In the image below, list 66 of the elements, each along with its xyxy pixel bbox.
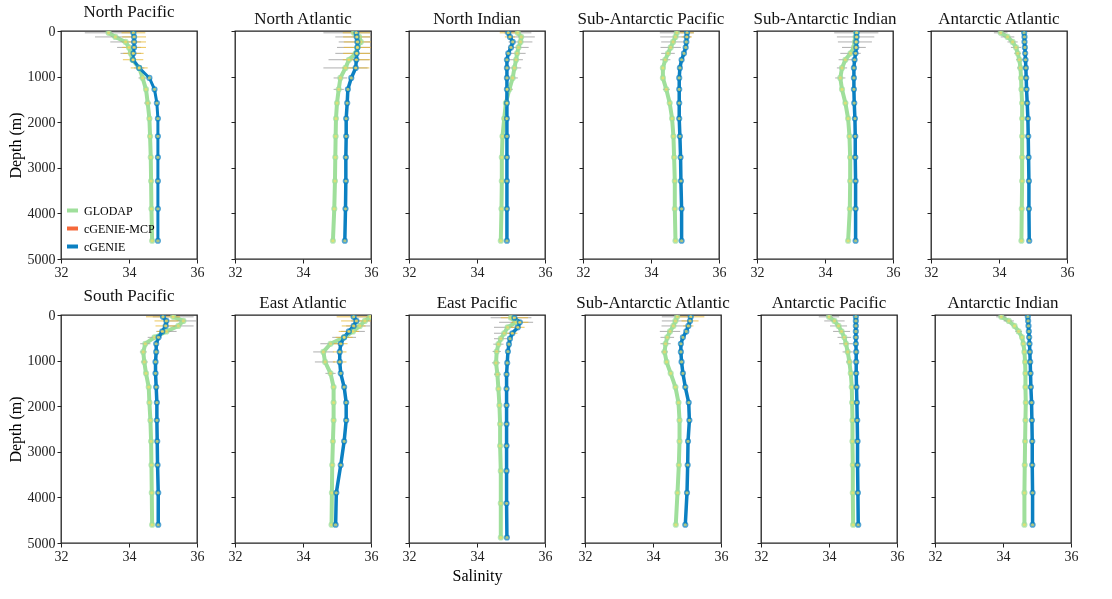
chart-title: East Pacific: [436, 292, 518, 312]
x-tick-label: 32: [402, 264, 417, 280]
chart-title: Sub-Antarctic Pacific: [577, 8, 725, 28]
legend-label: GLODAP: [84, 203, 133, 218]
chart-title: Antarctic Pacific: [771, 292, 887, 312]
y-axis-title: Depth (m): [6, 396, 25, 463]
x-tick-label: 34: [996, 548, 1011, 564]
x-tick-label: 36: [1064, 548, 1079, 564]
chart-title: North Atlantic: [254, 8, 353, 28]
x-tick-label: 32: [928, 548, 943, 564]
x-tick-label: 36: [364, 264, 379, 280]
x-tick-label: 34: [822, 548, 837, 564]
x-tick-label: 36: [1060, 264, 1075, 280]
x-tick-label: 34: [646, 548, 661, 564]
chart-title: South Pacific: [83, 286, 176, 305]
x-tick-label: 32: [576, 264, 591, 280]
chart-title: Antarctic Atlantic: [938, 8, 1061, 28]
x-tick-label: 32: [578, 548, 593, 564]
chart-title: Sub-Antarctic Atlantic: [576, 292, 731, 312]
x-tick-label: 36: [886, 264, 901, 280]
x-tick-label: 34: [122, 264, 137, 280]
x-tick-label: 32: [228, 264, 243, 280]
legend-label: cGENIE-MCP: [84, 221, 155, 236]
x-tick-label: 36: [712, 264, 727, 280]
x-tick-label: 32: [754, 548, 769, 564]
y-tick-label: 1000: [27, 69, 56, 85]
x-tick-label: 36: [890, 548, 905, 564]
y-tick-label: 4000: [27, 489, 56, 505]
x-tick-label: 34: [992, 264, 1007, 280]
x-tick-label: 34: [122, 548, 137, 564]
x-tick-label: 34: [470, 264, 485, 280]
x-tick-label: 36: [364, 548, 379, 564]
y-axis-title: Depth (m): [6, 112, 25, 179]
chart-title: Sub-Antarctic Indian: [753, 8, 898, 28]
x-tick-label: 32: [54, 548, 69, 564]
y-tick-label: 2000: [27, 398, 56, 414]
x-tick-label: 36: [538, 264, 553, 280]
x-tick-label: 36: [190, 548, 205, 564]
chart-title: East Atlantic: [259, 292, 348, 312]
chart-title: North Indian: [433, 8, 522, 28]
y-tick-label: 1000: [27, 353, 56, 369]
chart-title: North Pacific: [83, 2, 176, 21]
x-tick-label: 34: [470, 548, 485, 564]
y-tick-label: 2000: [27, 114, 56, 130]
x-tick-label: 32: [228, 548, 243, 564]
x-tick-label: 36: [190, 264, 205, 280]
x-tick-label: 34: [644, 264, 659, 280]
x-tick-label: 32: [924, 264, 939, 280]
chart-title: Antarctic Indian: [947, 292, 1059, 312]
y-tick-label: 5000: [27, 535, 56, 551]
x-tick-label: 32: [402, 548, 417, 564]
x-tick-label: 34: [296, 264, 311, 280]
x-tick-label: 32: [750, 264, 765, 280]
y-tick-label: 0: [48, 307, 56, 323]
x-tick-label: 32: [54, 264, 69, 280]
y-tick-label: 0: [48, 23, 56, 39]
y-tick-label: 4000: [27, 205, 56, 221]
x-axis-title: Salinity: [452, 566, 503, 585]
x-tick-label: 34: [296, 548, 311, 564]
y-tick-label: 3000: [27, 160, 56, 176]
x-tick-label: 34: [818, 264, 833, 280]
y-tick-label: 5000: [27, 251, 56, 267]
x-tick-label: 36: [538, 548, 553, 564]
legend-label: cGENIE: [84, 239, 126, 254]
x-tick-label: 36: [714, 548, 729, 564]
y-tick-label: 3000: [27, 444, 56, 460]
